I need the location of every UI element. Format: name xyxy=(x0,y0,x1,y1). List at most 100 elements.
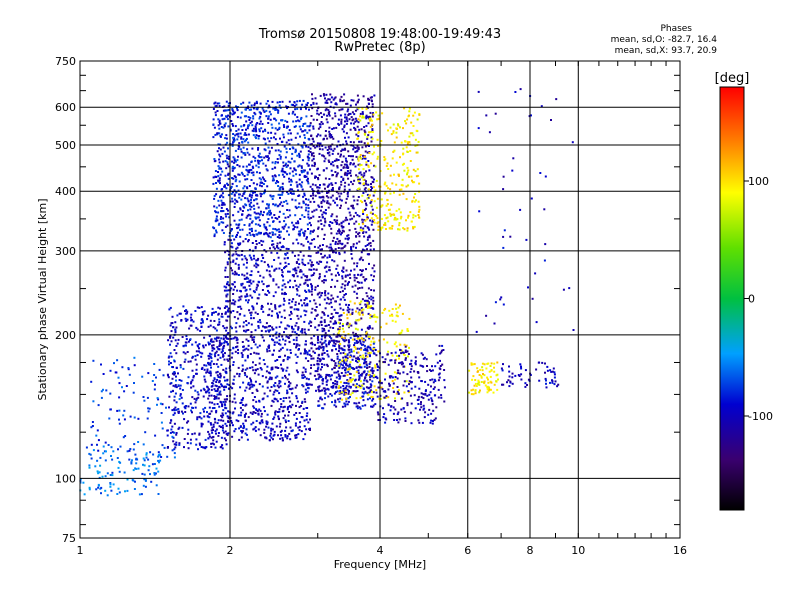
echo-point xyxy=(306,390,309,393)
echo-point xyxy=(91,425,94,427)
echo-point xyxy=(279,236,282,239)
phases-heading: Phases xyxy=(660,24,692,34)
echo-point xyxy=(349,163,352,166)
echo-point xyxy=(181,426,184,429)
echo-point xyxy=(304,333,307,336)
echo-point xyxy=(225,341,228,343)
echo-point xyxy=(329,145,332,148)
echo-point xyxy=(289,388,292,391)
echo-point xyxy=(137,417,140,420)
echo-point xyxy=(311,230,314,233)
echo-point xyxy=(339,343,342,345)
echo-point xyxy=(218,385,221,388)
echo-point xyxy=(384,396,387,399)
echo-point xyxy=(303,375,306,378)
echo-point xyxy=(175,433,178,436)
echo-point xyxy=(335,391,337,394)
echo-point xyxy=(223,437,226,440)
echo-point xyxy=(237,348,239,351)
echo-point xyxy=(265,425,268,428)
echo-point xyxy=(254,188,257,190)
echo-point xyxy=(314,302,317,305)
echo-point xyxy=(397,123,399,126)
echo-point xyxy=(187,420,190,423)
echo-point xyxy=(311,341,313,344)
echo-point xyxy=(350,116,353,119)
echo-point xyxy=(232,283,235,286)
echo-point xyxy=(316,284,319,287)
echo-point xyxy=(345,382,348,385)
echo-point xyxy=(375,179,378,182)
echo-point xyxy=(209,364,212,366)
echo-point xyxy=(190,318,193,321)
echo-point xyxy=(329,375,332,378)
echo-point xyxy=(265,207,268,210)
echo-point xyxy=(220,210,222,213)
echo-point xyxy=(236,138,239,141)
echo-point xyxy=(79,478,82,480)
echo-point xyxy=(343,190,346,193)
echo-point xyxy=(321,407,324,410)
echo-point xyxy=(318,205,321,208)
echo-point xyxy=(368,236,371,239)
echo-point xyxy=(153,374,156,376)
echo-point xyxy=(326,200,329,203)
echo-point xyxy=(262,257,265,259)
echo-point xyxy=(212,108,215,110)
echo-point xyxy=(195,443,198,446)
echo-point xyxy=(360,256,363,259)
echo-point xyxy=(235,130,238,132)
echo-point xyxy=(285,126,288,129)
echo-point xyxy=(300,206,303,209)
echo-point xyxy=(191,411,193,414)
echo-point xyxy=(335,175,338,178)
echo-point xyxy=(391,225,394,227)
echo-point xyxy=(284,382,286,385)
echo-point xyxy=(197,393,200,396)
echo-point xyxy=(358,384,361,387)
echo-point xyxy=(377,419,380,421)
echo-point xyxy=(362,399,365,402)
echo-point xyxy=(234,285,236,288)
echo-point xyxy=(327,388,330,391)
echo-point xyxy=(335,173,338,176)
echo-point xyxy=(214,396,216,398)
echo-point xyxy=(362,116,365,119)
echo-point xyxy=(336,357,339,360)
echo-point xyxy=(227,289,230,292)
echo-point xyxy=(271,326,274,329)
echo-point xyxy=(328,98,331,101)
echo-point xyxy=(387,220,390,223)
echo-point xyxy=(405,385,408,388)
echo-point xyxy=(264,128,266,131)
echo-point xyxy=(294,386,297,389)
echo-point xyxy=(328,302,331,305)
echo-point xyxy=(200,425,203,428)
echo-point xyxy=(154,383,156,386)
echo-point xyxy=(383,396,386,399)
echo-point xyxy=(323,352,326,354)
echo-point xyxy=(351,111,354,114)
echo-point xyxy=(332,199,335,202)
echo-point xyxy=(347,382,350,385)
echo-point xyxy=(336,172,339,175)
echo-point xyxy=(408,114,410,117)
echo-point xyxy=(255,240,258,242)
echo-point xyxy=(253,336,256,339)
echo-point xyxy=(235,235,237,238)
echo-point xyxy=(262,359,265,361)
echo-point xyxy=(255,194,257,197)
echo-point xyxy=(395,345,398,348)
chart-subtitle: RwPretec (8p) xyxy=(334,40,426,55)
echo-point xyxy=(287,270,289,273)
echo-point xyxy=(279,380,282,383)
echo-point xyxy=(201,321,204,324)
echo-point xyxy=(299,330,302,333)
echo-point xyxy=(355,235,358,238)
echo-point xyxy=(380,205,383,208)
echo-point xyxy=(325,99,328,102)
echo-point xyxy=(373,164,376,167)
echo-point xyxy=(306,283,309,286)
echo-point xyxy=(220,351,223,354)
echo-point xyxy=(346,172,349,175)
